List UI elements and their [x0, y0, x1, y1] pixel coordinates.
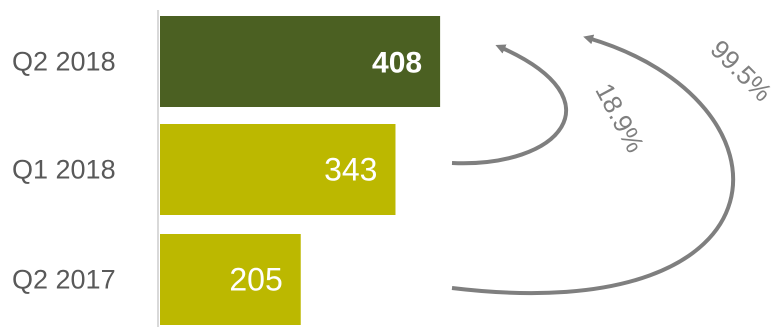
category-label: Q1 2018: [12, 155, 116, 185]
growth-percentage-label: 99.5%: [705, 34, 773, 107]
value-labels-group: 408 343 205: [229, 47, 422, 298]
category-label: Q2 2018: [12, 47, 116, 77]
category-label: Q2 2017: [12, 265, 116, 295]
bar-q2-2018: [160, 16, 441, 107]
growth-arrow: [451, 44, 568, 166]
bar-q1-2018: [160, 124, 396, 215]
growth-arrow: [451, 34, 736, 295]
category-labels-group: Q2 2018 Q1 2018 Q2 2017: [12, 47, 116, 295]
data-label: 408: [372, 47, 422, 80]
growth-annotations-group: 18.9% 99.5%: [451, 34, 773, 295]
data-label: 343: [324, 152, 377, 188]
growth-percentage-label: 18.9%: [589, 78, 650, 157]
bar-q2-2017: [160, 234, 301, 325]
bars-group: [160, 16, 441, 325]
data-label: 205: [229, 262, 282, 298]
